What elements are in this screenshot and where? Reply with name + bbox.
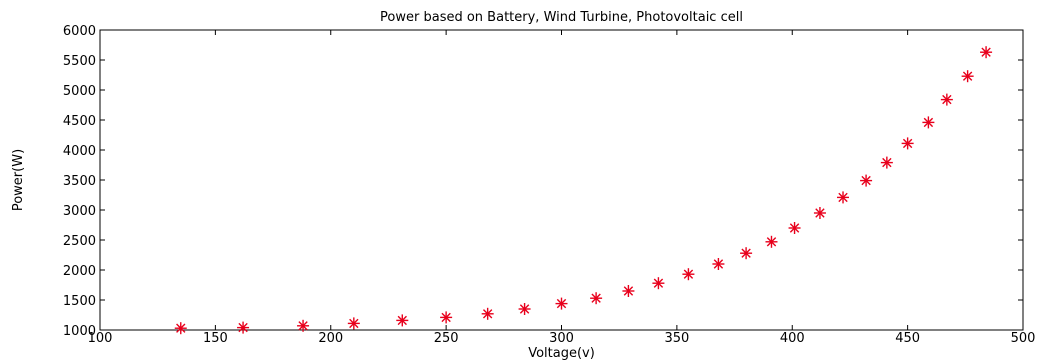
y-tick-label: 4500 — [63, 114, 96, 129]
plot-border — [99, 29, 1024, 331]
y-tick-label: 4000 — [63, 144, 96, 159]
x-tick-label: 450 — [895, 331, 920, 346]
data-point — [788, 222, 801, 234]
data-point — [440, 311, 453, 324]
data-point — [940, 93, 953, 106]
data-point — [901, 137, 914, 150]
y-tick-label: 1500 — [63, 294, 96, 309]
y-axis: 1000 1500 2000 2500 3000 3500 4000 4500 5000 5500… — [63, 24, 1023, 339]
data-point — [555, 297, 568, 310]
x-axis-label: Voltage(v) — [528, 346, 595, 361]
x-axis: 100 150 200 250 300 350 400 450 500 — [88, 30, 1036, 346]
chart-title: Power based on Battery, Wind Turbine, Ph… — [380, 10, 743, 25]
data-point — [712, 258, 725, 270]
data-point — [813, 207, 826, 219]
y-tick-label: 3500 — [63, 174, 96, 189]
data-point — [174, 322, 187, 335]
data-point — [765, 235, 778, 248]
x-tick-label: 500 — [1011, 331, 1036, 346]
plot-frame — [99, 29, 1024, 331]
data-point — [590, 292, 603, 305]
data-point — [237, 321, 250, 334]
data-point — [347, 317, 360, 330]
x-tick-label: 100 — [88, 331, 113, 346]
x-tick-label: 200 — [318, 331, 343, 346]
y-tick-label: 1000 — [63, 324, 96, 339]
data-point — [740, 247, 753, 260]
data-point — [860, 174, 873, 187]
y-tick-label: 5500 — [63, 54, 96, 69]
data-point — [922, 116, 935, 129]
y-tick-label: 6000 — [63, 24, 96, 39]
data-point — [518, 303, 531, 315]
data-point — [652, 277, 665, 290]
data-point — [622, 285, 635, 297]
data-point — [682, 268, 695, 281]
data-point — [396, 314, 409, 327]
data-point — [880, 156, 893, 169]
x-tick-label: 150 — [203, 331, 228, 346]
data-series — [174, 46, 993, 335]
data-point — [481, 307, 494, 320]
y-tick-label: 2500 — [63, 234, 96, 249]
y-tick-label: 3000 — [63, 204, 96, 219]
y-tick-label: 2000 — [63, 264, 96, 279]
data-point — [980, 46, 993, 59]
x-tick-label: 300 — [549, 331, 574, 346]
y-tick-label: 5000 — [63, 84, 96, 99]
x-tick-label: 350 — [664, 331, 689, 346]
x-tick-label: 250 — [434, 331, 459, 346]
data-point — [837, 191, 850, 204]
data-point — [297, 319, 310, 332]
x-tick-label: 400 — [780, 331, 805, 346]
y-axis-label: Power(W) — [11, 149, 26, 211]
data-point — [961, 70, 974, 83]
